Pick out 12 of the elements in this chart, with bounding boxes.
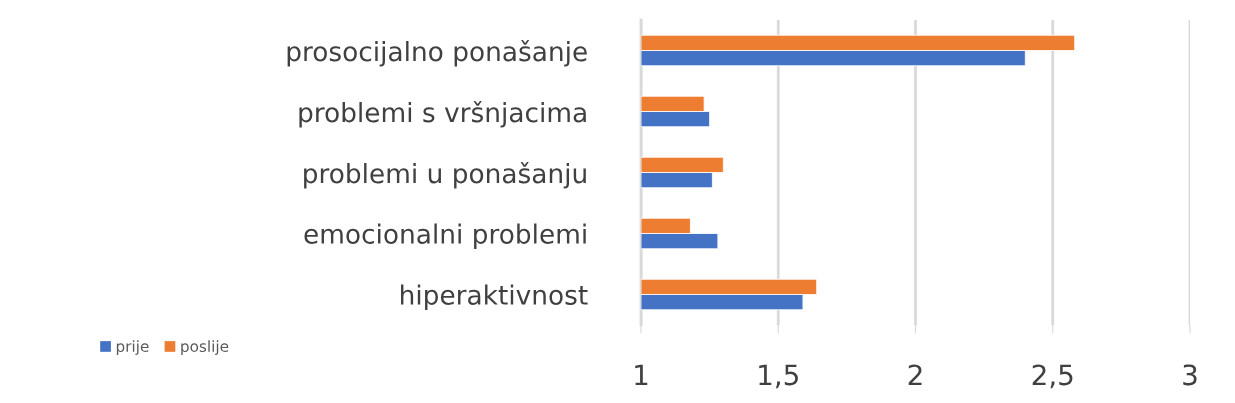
legend-label: prije (116, 340, 149, 355)
x-tick-label: 1 (635, 364, 648, 385)
y-tick-label: emocionalni problemi (304, 223, 586, 250)
y-tick-label: hiperaktivnost (401, 284, 588, 311)
x-tick-label: 2 (908, 364, 922, 385)
y-tick-label: problemi s vršnjacima (299, 100, 586, 128)
x-tick-label: 1,5 (759, 364, 798, 389)
x-tick-label: 2,5 (1032, 364, 1073, 389)
x-tick-label: 3 (1183, 364, 1197, 386)
y-tick-label: prosocijalno ponašanje (287, 39, 587, 67)
y-tick-label: problemi u ponašanju (304, 161, 586, 189)
legend-label: poslije (181, 340, 229, 355)
